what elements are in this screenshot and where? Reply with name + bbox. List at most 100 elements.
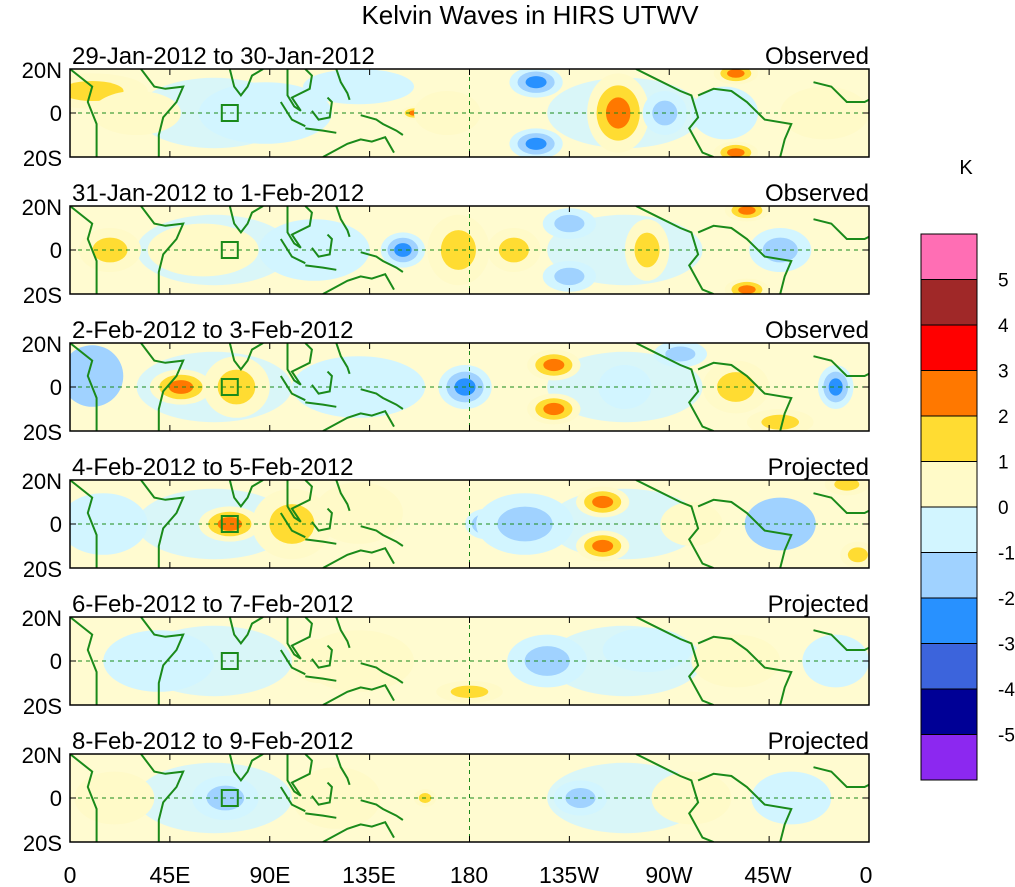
colorbar-bin: [920, 233, 978, 280]
anomaly-contour: [554, 214, 585, 233]
coastline: [140, 617, 185, 705]
y-tick-label: 0: [50, 375, 62, 400]
anomaly-contour: [691, 86, 759, 140]
anomaly-contour: [602, 628, 692, 672]
x-tick-label: 180: [450, 862, 488, 887]
coastline: [360, 251, 404, 273]
coastline: [140, 480, 185, 568]
coastline: [322, 683, 395, 705]
panels: 20N 0 20S 29-Jan-2012 to 30-Jan-2012 Observe…: [22, 43, 870, 856]
coastline: [635, 754, 714, 842]
y-tick-label: 0: [50, 786, 62, 811]
coastline: [70, 754, 98, 842]
panel-date-range: 4-Feb-2012 to 5-Feb-2012: [72, 454, 354, 481]
y-tick-label: 20S: [23, 831, 62, 856]
coastline: [279, 375, 306, 402]
anomaly-contour: [605, 97, 631, 129]
coastline: [322, 546, 395, 568]
colorbar-level-label: 4: [998, 316, 1009, 337]
y-tick-label: 0: [50, 101, 62, 126]
anomaly-contour: [592, 495, 614, 509]
y-tick-label: 20N: [22, 58, 62, 83]
anomaly-contour: [524, 646, 570, 676]
coastline: [311, 370, 333, 395]
coastline: [279, 649, 306, 676]
coastline: [335, 754, 351, 786]
coastline: [305, 264, 337, 271]
colorbar-level-label: -1: [998, 544, 1015, 565]
reference-box: [220, 241, 239, 259]
colorbar-level-label: 0: [998, 498, 1009, 519]
coastline: [360, 525, 404, 547]
coastline: [322, 409, 395, 431]
colorbar-level-label: -2: [998, 589, 1015, 610]
coastline: [286, 69, 313, 112]
colorbar-level-label: 1: [998, 453, 1009, 474]
reference-box: [220, 652, 239, 670]
coastline: [305, 538, 337, 545]
coastline: [140, 754, 185, 842]
colorbar-level-label: -5: [998, 726, 1015, 747]
y-tick-label: 20S: [23, 146, 62, 171]
coastline: [322, 135, 395, 157]
colorbar-bin: [920, 552, 978, 599]
x-axis-labels: 0 45E 90E 135E 180 135W 90W 45W 0: [64, 862, 873, 887]
anomaly-contour: [802, 634, 869, 688]
colorbar: 5 4 3 2 1 0 -1 -2 -3 -4 -5: [920, 233, 1015, 781]
anomaly-contour: [834, 480, 860, 491]
y-tick-label: 20S: [23, 694, 62, 719]
coastline: [360, 114, 404, 136]
coastline: [335, 343, 351, 375]
anomaly-contour: [651, 771, 732, 825]
x-tick-label: 135W: [539, 862, 599, 887]
reference-box: [220, 515, 239, 533]
colorbar-bin: [920, 370, 978, 417]
coastline: [228, 69, 264, 98]
reference-box: [220, 378, 239, 396]
x-tick-label: 135E: [342, 862, 396, 887]
coastline: [635, 480, 714, 568]
coastline: [311, 644, 333, 669]
coastline: [360, 662, 404, 684]
coastline: [335, 617, 351, 649]
anomaly-contour: [314, 482, 403, 544]
anomaly-contour: [497, 506, 553, 542]
coastline: [286, 343, 313, 386]
panel: 20N 0 20S 31-Jan-2012 to 1-Feb-2012 Observed: [22, 180, 870, 308]
panel-date-range: 29-Jan-2012 to 30-Jan-2012: [72, 43, 375, 70]
anomaly-contour: [74, 771, 155, 825]
coastline: [635, 69, 714, 157]
coastline: [279, 512, 306, 539]
y-tick-label: 0: [50, 238, 62, 263]
y-tick-label: 20N: [22, 743, 62, 768]
colorbar-level-label: 3: [998, 362, 1009, 383]
colorbar-level-label: -4: [998, 680, 1015, 701]
coastline: [335, 480, 351, 512]
anomaly-contour: [761, 414, 800, 430]
panel-status: Projected: [768, 454, 869, 481]
x-tick-label: 90W: [645, 862, 693, 887]
coastline: [305, 675, 337, 682]
coastline: [635, 206, 714, 294]
panel-field: [70, 754, 869, 842]
coastline: [228, 754, 264, 783]
coastline: [279, 238, 306, 265]
anomaly-contour: [727, 69, 745, 78]
colorbar-level-label: -3: [998, 635, 1015, 656]
panel-field: [70, 206, 869, 294]
anomaly-contour: [660, 502, 723, 546]
panel-date-range: 8-Feb-2012 to 9-Feb-2012: [72, 728, 354, 755]
coastline: [322, 820, 395, 842]
panel-status: Projected: [768, 591, 869, 618]
x-tick-label: 45W: [744, 862, 792, 887]
coastline: [286, 754, 313, 797]
panel-date-range: 2-Feb-2012 to 3-Feb-2012: [72, 317, 354, 344]
coastline: [70, 69, 98, 157]
y-tick-label: 20N: [22, 606, 62, 631]
coastline: [140, 343, 185, 431]
coastline: [697, 635, 793, 705]
coastline: [697, 87, 793, 157]
anomaly-contour: [738, 206, 756, 215]
anomaly-contour: [565, 788, 596, 808]
anomaly-contour: [592, 539, 614, 553]
